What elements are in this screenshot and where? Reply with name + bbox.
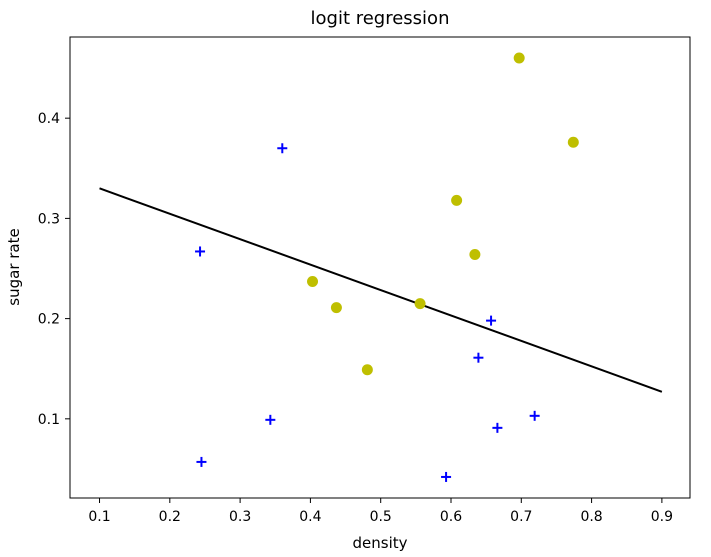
x-axis-ticks: 0.1 0.2 0.3 0.4 0.5 0.6 0.7 0.8 0.9 xyxy=(88,498,673,525)
x-tick-label: 0.1 xyxy=(88,509,110,525)
y-tick-label: 0.1 xyxy=(38,412,60,428)
y-tick-label: 0.3 xyxy=(38,211,60,227)
x-tick-label: 0.7 xyxy=(510,509,532,525)
scatter-point-plus xyxy=(492,422,503,433)
scatter-point-circle xyxy=(567,136,579,148)
x-tick-label: 0.9 xyxy=(651,509,673,525)
y-tick-label: 0.4 xyxy=(38,111,60,127)
scatter-point-circle xyxy=(330,302,342,314)
scatter-point-plus xyxy=(473,352,484,363)
y-axis-ticks: 0.1 0.2 0.3 0.4 xyxy=(38,111,70,428)
regression-layer xyxy=(99,187,663,393)
chart-title: logit regression xyxy=(311,8,450,29)
y-axis-title: sugar rate xyxy=(5,228,23,305)
scatter-point-circle xyxy=(513,52,525,64)
scatter-point-plus xyxy=(195,246,206,257)
x-tick-label: 0.2 xyxy=(159,509,181,525)
x-tick-label: 0.5 xyxy=(370,509,392,525)
scatter-point-plus xyxy=(486,315,497,326)
x-tick-label: 0.3 xyxy=(229,509,251,525)
plot-frame xyxy=(69,36,691,499)
scatter-point-circle xyxy=(307,276,319,288)
x-tick-label: 0.6 xyxy=(440,509,462,525)
scatter-point-plus xyxy=(196,456,207,467)
scatter-point-plus xyxy=(441,471,452,482)
scatter-point-plus xyxy=(277,143,288,154)
x-axis-title: density xyxy=(353,534,408,552)
scatter-point-circle xyxy=(414,298,426,310)
y-tick-label: 0.2 xyxy=(38,312,60,328)
scatter-point-circle xyxy=(361,364,373,376)
points-layer xyxy=(195,52,579,482)
scatter-point-plus xyxy=(529,410,540,421)
scatter-point-plus xyxy=(265,414,276,425)
x-tick-label: 0.4 xyxy=(299,509,321,525)
scatter-point-circle xyxy=(469,248,481,260)
regression-line xyxy=(99,187,663,393)
x-tick-label: 0.8 xyxy=(580,509,602,525)
scatter-point-circle xyxy=(451,194,463,206)
